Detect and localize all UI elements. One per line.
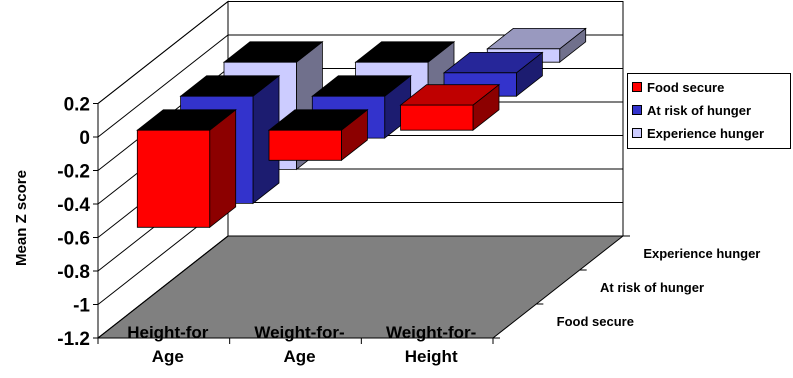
legend-item: Food secure xyxy=(632,78,724,96)
y-tick-label: 0.2 xyxy=(64,95,90,116)
legend-swatch-food-secure xyxy=(632,82,642,92)
bar xyxy=(399,83,501,132)
y-tick-label: 0 xyxy=(79,128,90,149)
depth-tick-label: Food secure xyxy=(557,314,634,329)
x-tick-label: Weight-for- xyxy=(254,323,344,342)
x-tick-label: Age xyxy=(283,347,315,366)
bar xyxy=(136,108,237,229)
y-tick-label: -0.4 xyxy=(57,195,90,216)
y-tick-label: -0.6 xyxy=(57,229,90,250)
legend-item: Experience hunger xyxy=(632,124,764,142)
chart-axes: 0.2 0 -0.2 -0.4 -0.6 -0.8 -1 -1.2 Height-for Age W… xyxy=(57,95,760,367)
bar xyxy=(267,108,369,162)
y-axis-label: Mean Z score xyxy=(13,170,30,266)
y-tick-label: -0.8 xyxy=(57,262,90,283)
y-tick-label: -1 xyxy=(73,296,90,317)
bar-front xyxy=(400,104,474,131)
legend-swatch-experience-hunger xyxy=(632,128,642,138)
legend-item: At risk of hunger xyxy=(632,101,751,119)
y-tick-label: -1.2 xyxy=(57,329,90,350)
depth-tick-label: At risk of hunger xyxy=(600,280,704,295)
x-tick-label: Weight-for- xyxy=(386,323,476,342)
x-tick-label: Height xyxy=(405,347,458,366)
legend-swatch-at-risk xyxy=(632,105,642,115)
chart-bars xyxy=(136,27,587,229)
y-tick-label: -0.2 xyxy=(57,162,90,183)
bar-front xyxy=(268,129,342,161)
gridline xyxy=(97,0,623,104)
bar-front xyxy=(136,129,211,228)
x-tick-label: Age xyxy=(152,347,184,366)
gridline xyxy=(97,34,623,138)
legend-label: Food secure xyxy=(647,79,725,95)
x-tick-label: Height-for xyxy=(127,323,209,342)
legend-label: At risk of hunger xyxy=(647,102,752,118)
depth-tick-label: Experience hunger xyxy=(643,246,760,261)
chart-legend: Food secure At risk of hunger Experience… xyxy=(627,73,791,149)
gridline xyxy=(97,235,623,339)
legend-label: Experience hunger xyxy=(647,125,765,141)
